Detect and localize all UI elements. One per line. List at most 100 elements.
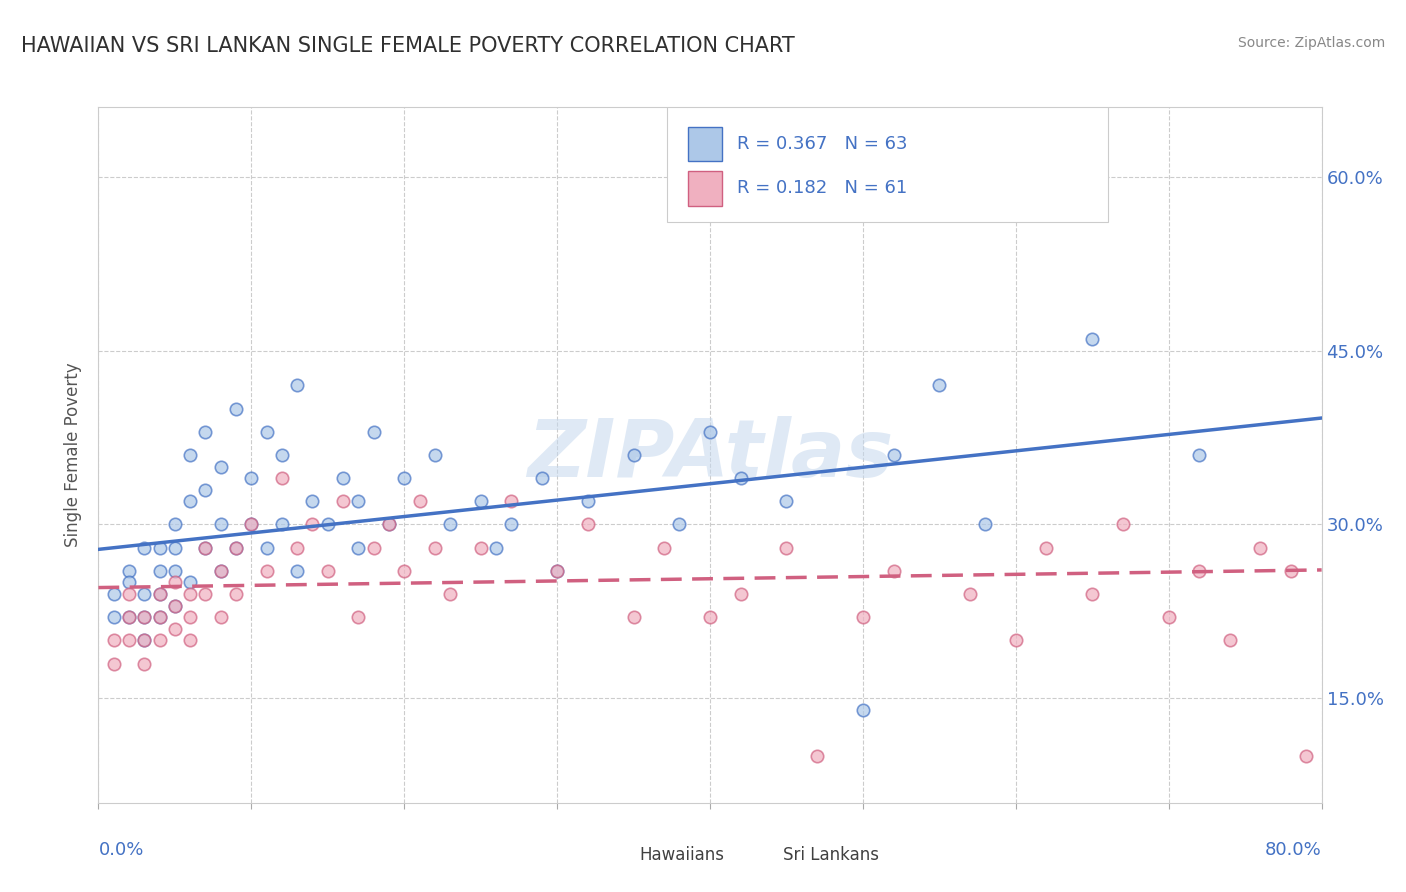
Point (179, 575, 201, 590)
Point (883, 448, 905, 462)
Point (1081, 587, 1104, 601)
Point (623, 448, 645, 462)
Point (530, 471, 553, 485)
Point (392, 564, 416, 578)
Point (149, 610, 172, 624)
Point (179, 587, 201, 601)
Point (439, 587, 461, 601)
Point (316, 564, 339, 578)
Point (134, 541, 156, 555)
Point (118, 610, 141, 624)
Point (806, 749, 828, 764)
Point (576, 494, 599, 508)
Point (194, 587, 217, 601)
Point (179, 448, 201, 462)
Point (1295, 749, 1317, 764)
Point (134, 633, 156, 648)
Point (332, 471, 354, 485)
Point (363, 425, 385, 439)
Text: HAWAIIAN VS SRI LANKAN SINGLE FEMALE POVERTY CORRELATION CHART: HAWAIIAN VS SRI LANKAN SINGLE FEMALE POV… (21, 36, 794, 55)
Text: 80.0%: 80.0% (1265, 841, 1322, 859)
Point (256, 541, 278, 555)
Text: Hawaiians: Hawaiians (640, 846, 724, 864)
Point (439, 517, 461, 532)
Point (149, 564, 172, 578)
Point (103, 633, 125, 648)
Point (883, 564, 905, 578)
Point (163, 599, 186, 613)
Point (423, 448, 446, 462)
Point (149, 587, 172, 601)
Point (501, 494, 523, 508)
Point (668, 517, 690, 532)
Point (347, 610, 370, 624)
Point (974, 517, 997, 532)
Point (103, 587, 125, 601)
Point (1004, 633, 1026, 648)
Point (1157, 610, 1180, 624)
Point (347, 541, 370, 555)
Point (225, 541, 247, 555)
Point (134, 657, 156, 671)
Point (285, 564, 308, 578)
Point (134, 633, 156, 648)
Point (408, 494, 430, 508)
Point (485, 541, 508, 555)
Point (501, 517, 523, 532)
FancyBboxPatch shape (688, 127, 723, 161)
Point (194, 483, 217, 497)
Point (699, 610, 721, 624)
Point (118, 575, 141, 590)
Point (240, 471, 263, 485)
Point (775, 494, 797, 508)
Point (256, 564, 278, 578)
Point (118, 610, 141, 624)
Point (285, 378, 308, 392)
Point (470, 541, 492, 555)
Point (285, 541, 308, 555)
Point (378, 517, 401, 532)
Point (270, 517, 292, 532)
Point (316, 517, 339, 532)
Point (363, 541, 385, 555)
Point (775, 541, 797, 555)
Point (470, 494, 492, 508)
Point (256, 425, 278, 439)
Point (194, 541, 217, 555)
Point (209, 459, 232, 474)
Point (179, 494, 201, 508)
Text: 0.0%: 0.0% (98, 841, 143, 859)
Point (332, 494, 354, 508)
Point (546, 564, 568, 578)
FancyBboxPatch shape (751, 842, 778, 868)
Point (225, 541, 247, 555)
Point (1081, 332, 1104, 346)
Point (392, 471, 416, 485)
Text: R = 0.367   N = 63: R = 0.367 N = 63 (737, 135, 907, 153)
Point (1035, 541, 1057, 555)
Point (163, 599, 186, 613)
Point (209, 610, 232, 624)
Point (103, 657, 125, 671)
Point (928, 378, 950, 392)
Point (149, 633, 172, 648)
Point (163, 564, 186, 578)
Point (1219, 633, 1241, 648)
Point (1249, 541, 1271, 555)
Point (623, 610, 645, 624)
Point (134, 610, 156, 624)
Point (149, 587, 172, 601)
Point (149, 610, 172, 624)
Point (1279, 564, 1302, 578)
Point (163, 517, 186, 532)
Point (423, 541, 446, 555)
Point (240, 517, 263, 532)
Point (209, 564, 232, 578)
Point (179, 610, 201, 624)
Point (347, 494, 370, 508)
Point (1188, 564, 1211, 578)
Y-axis label: Single Female Poverty: Single Female Poverty (65, 363, 83, 547)
Point (225, 587, 247, 601)
Point (270, 471, 292, 485)
Point (730, 587, 752, 601)
